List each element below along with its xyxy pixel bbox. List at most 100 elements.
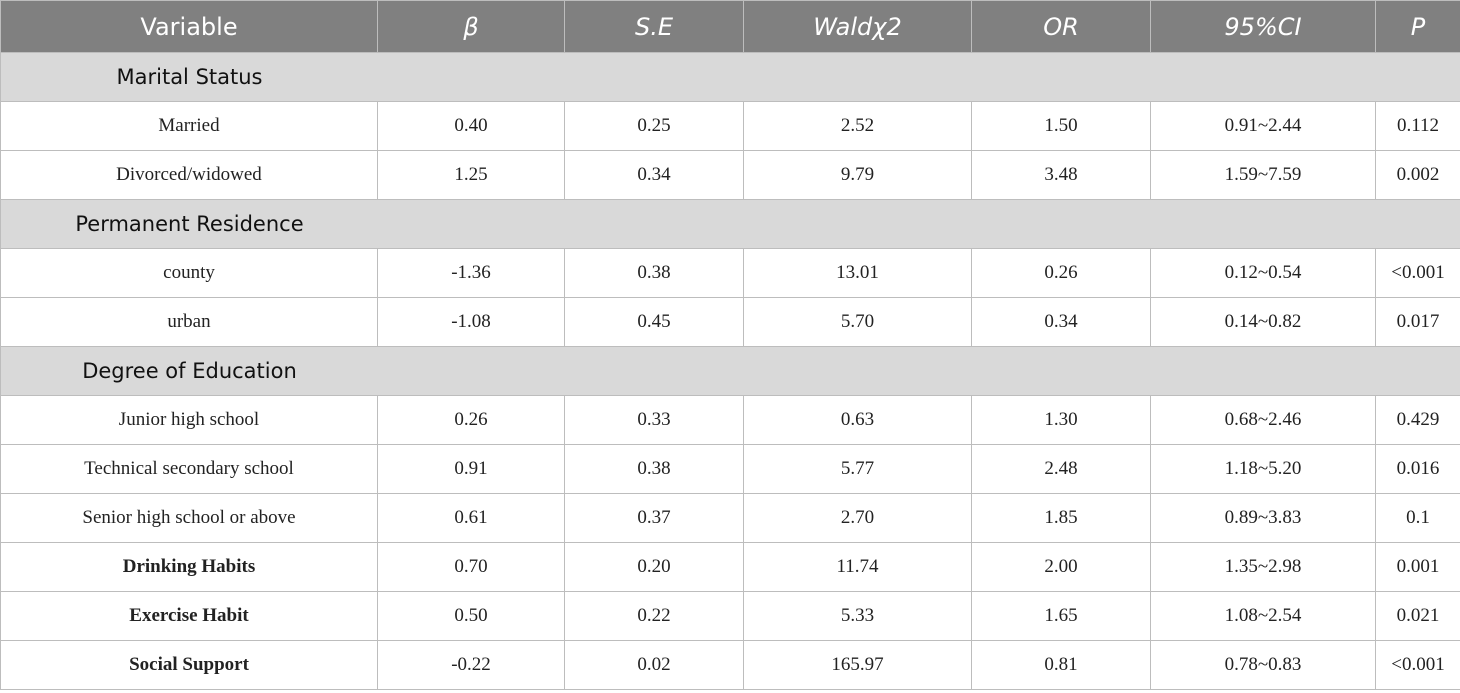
row-label: Divorced/widowed (0, 150, 378, 200)
cell: 0.002 (1375, 150, 1460, 200)
cell: 0.91~2.44 (1150, 101, 1376, 151)
table-row: Married 0.40 0.25 2.52 1.50 0.91~2.44 0.112 (0, 101, 1460, 151)
cell: 0.78~0.83 (1150, 640, 1376, 690)
cell: 0.25 (564, 101, 744, 151)
section-row: Marital Status (0, 52, 1460, 102)
cell: 0.70 (377, 542, 565, 592)
header-cell: OR (971, 0, 1151, 53)
cell: <0.001 (1375, 248, 1460, 298)
cell: 5.77 (743, 444, 972, 494)
table-row: Senior high school or above 0.61 0.37 2.70 1… (0, 493, 1460, 543)
cell: 165.97 (743, 640, 972, 690)
header-cell: S.E (564, 0, 744, 53)
cell: 0.34 (971, 297, 1151, 347)
table-row: urban -1.08 0.45 5.70 0.34 0.14~0.82 0.017 (0, 297, 1460, 347)
section-title: Degree of Education (82, 359, 297, 383)
cell: -0.22 (377, 640, 565, 690)
section-cell: Permanent Residence (0, 199, 1460, 249)
header-row: Variable β S.E Waldχ2 OR 95%CI P (0, 0, 1460, 53)
header-cell: P (1375, 0, 1460, 53)
table-row: Drinking Habits 0.70 0.20 11.74 2.00 1.35~2.9… (0, 542, 1460, 592)
table-row: Technical secondary school 0.91 0.38 5.77 2.… (0, 444, 1460, 494)
header-cell: Waldχ2 (743, 0, 972, 53)
cell: 0.61 (377, 493, 565, 543)
cell: 0.001 (1375, 542, 1460, 592)
cell: 2.70 (743, 493, 972, 543)
row-label: Social Support (0, 640, 378, 690)
section-row: Permanent Residence (0, 199, 1460, 249)
header-cell: 95%CI (1150, 0, 1376, 53)
row-label: Married (0, 101, 378, 151)
cell: 0.22 (564, 591, 744, 641)
cell: 13.01 (743, 248, 972, 298)
cell: 1.08~2.54 (1150, 591, 1376, 641)
row-label: Senior high school or above (0, 493, 378, 543)
cell: 1.59~7.59 (1150, 150, 1376, 200)
cell: 0.50 (377, 591, 565, 641)
cell: 1.85 (971, 493, 1151, 543)
row-label: Junior high school (0, 395, 378, 445)
cell: -1.08 (377, 297, 565, 347)
cell: 5.33 (743, 591, 972, 641)
cell: 2.00 (971, 542, 1151, 592)
row-label: Exercise Habit (0, 591, 378, 641)
cell: 0.017 (1375, 297, 1460, 347)
cell: -1.36 (377, 248, 565, 298)
cell: 0.89~3.83 (1150, 493, 1376, 543)
cell: 0.68~2.46 (1150, 395, 1376, 445)
table-row: Divorced/widowed 1.25 0.34 9.79 3.48 1.59~7.5… (0, 150, 1460, 200)
section-cell: Degree of Education (0, 346, 1460, 396)
cell: 9.79 (743, 150, 972, 200)
section-title: Permanent Residence (75, 212, 304, 236)
cell: 1.50 (971, 101, 1151, 151)
cell: 0.81 (971, 640, 1151, 690)
section-title: Marital Status (116, 65, 263, 89)
row-label: urban (0, 297, 378, 347)
cell: 2.48 (971, 444, 1151, 494)
section-cell: Marital Status (0, 52, 1460, 102)
cell: 0.112 (1375, 101, 1460, 151)
cell: 11.74 (743, 542, 972, 592)
row-label: Technical secondary school (0, 444, 378, 494)
cell: 0.021 (1375, 591, 1460, 641)
cell: 0.14~0.82 (1150, 297, 1376, 347)
cell: 0.45 (564, 297, 744, 347)
section-row: Degree of Education (0, 346, 1460, 396)
header-cell: Variable (0, 0, 378, 53)
cell: 1.35~2.98 (1150, 542, 1376, 592)
row-label: county (0, 248, 378, 298)
cell: 0.33 (564, 395, 744, 445)
cell: <0.001 (1375, 640, 1460, 690)
row-label: Drinking Habits (0, 542, 378, 592)
cell: 0.38 (564, 248, 744, 298)
cell: 1.30 (971, 395, 1151, 445)
cell: 0.37 (564, 493, 744, 543)
table-body: Marital Status Married 0.40 0.25 2.52 1.50 0.9… (0, 52, 1460, 690)
cell: 0.91 (377, 444, 565, 494)
table-row: Social Support -0.22 0.02 165.97 0.81 0.78~0.… (0, 640, 1460, 690)
table-row: county -1.36 0.38 13.01 0.26 0.12~0.54 <0.001 (0, 248, 1460, 298)
cell: 0.429 (1375, 395, 1460, 445)
cell: 2.52 (743, 101, 972, 151)
table-row: Junior high school 0.26 0.33 0.63 1.30 0.68~2… (0, 395, 1460, 445)
cell: 5.70 (743, 297, 972, 347)
cell: 1.18~5.20 (1150, 444, 1376, 494)
table-row: Exercise Habit 0.50 0.22 5.33 1.65 1.08~2.54 0… (0, 591, 1460, 641)
header-cell: β (377, 0, 565, 53)
cell: 0.40 (377, 101, 565, 151)
cell: 0.26 (971, 248, 1151, 298)
cell: 1.25 (377, 150, 565, 200)
cell: 1.65 (971, 591, 1151, 641)
cell: 0.1 (1375, 493, 1460, 543)
cell: 0.63 (743, 395, 972, 445)
cell: 0.26 (377, 395, 565, 445)
cell: 3.48 (971, 150, 1151, 200)
cell: 0.38 (564, 444, 744, 494)
cell: 0.016 (1375, 444, 1460, 494)
cell: 0.02 (564, 640, 744, 690)
cell: 0.34 (564, 150, 744, 200)
cell: 0.12~0.54 (1150, 248, 1376, 298)
cell: 0.20 (564, 542, 744, 592)
